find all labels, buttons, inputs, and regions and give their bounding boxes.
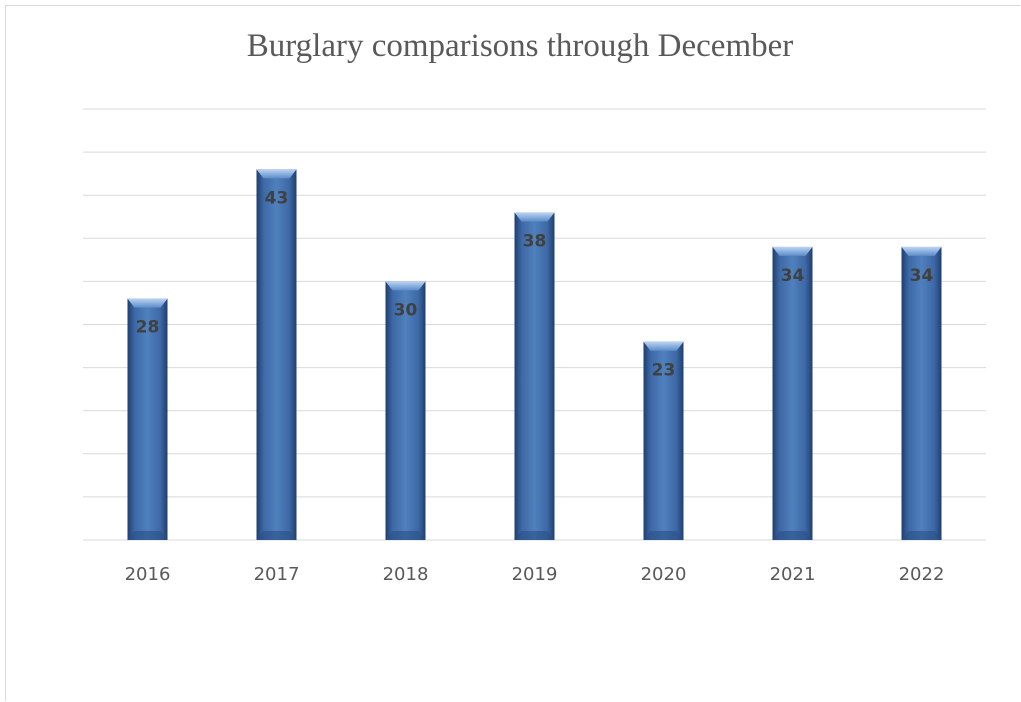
x-tick-label-2022: 2022 [899, 564, 945, 585]
bar-base-2018 [385, 531, 426, 540]
chart-title: Burglary comparisons through December [246, 28, 794, 64]
x-tick-label-2021: 2021 [770, 564, 816, 585]
data-label-2021: 34 [781, 266, 805, 286]
bar-cap-2016 [127, 298, 168, 308]
data-label-2016: 28 [136, 318, 160, 338]
data-label-2018: 30 [394, 300, 418, 320]
data-label-2020: 23 [652, 361, 676, 381]
bar-base-2017 [256, 531, 297, 540]
bar-2018 [385, 281, 426, 540]
chart-frame [5, 5, 1020, 701]
bar-2021 [772, 246, 813, 541]
data-label-2019: 38 [523, 231, 547, 251]
bars [127, 169, 942, 541]
bar-cap-2022 [901, 246, 942, 256]
bar-cap-2019 [514, 212, 555, 222]
x-tick-label-2019: 2019 [512, 564, 558, 585]
bar-2019 [514, 212, 555, 540]
x-tick-label-2016: 2016 [125, 564, 171, 585]
bar-cap-2020 [643, 341, 684, 351]
bar-cap-2018 [385, 281, 426, 291]
data-label-2022: 34 [910, 266, 934, 286]
bar-2017 [256, 169, 297, 540]
bar-base-2021 [772, 531, 813, 540]
bar-base-2022 [901, 531, 942, 540]
x-tick-label-2018: 2018 [383, 564, 429, 585]
x-tick-labels: 2016 2017 2018 2019 2020 2021 2022 [125, 564, 945, 585]
data-labels: 28 43 30 38 23 34 34 [136, 188, 934, 380]
bar-2016 [127, 298, 168, 540]
bar-2022 [901, 246, 942, 541]
bar-base-2020 [643, 531, 684, 540]
bar-cap-2017 [256, 169, 297, 179]
x-tick-label-2020: 2020 [641, 564, 687, 585]
bar-2020 [643, 341, 684, 540]
bar-base-2016 [127, 531, 168, 540]
bar-base-2019 [514, 531, 555, 540]
data-label-2017: 43 [265, 188, 289, 208]
x-tick-label-2017: 2017 [254, 564, 300, 585]
bar-cap-2021 [772, 246, 813, 256]
